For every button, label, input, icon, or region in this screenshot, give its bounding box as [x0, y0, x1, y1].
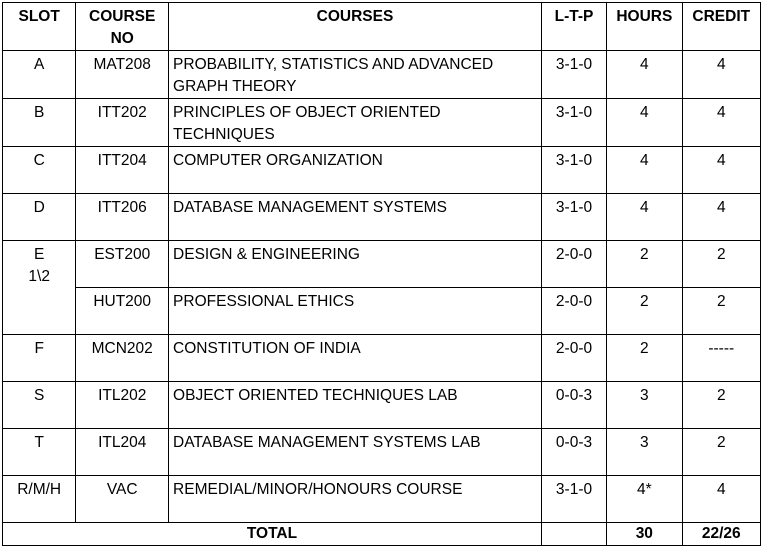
cell-course-no: ITT206	[75, 193, 170, 241]
cell-ltp: 3-1-0	[540, 475, 608, 523]
cell-hours: 3	[606, 428, 683, 476]
cell-slot: D	[1, 193, 77, 241]
cell-course: PRINCIPLES OF OBJECT ORIENTED TECHNIQUES	[168, 98, 542, 147]
cell-slot: T	[1, 428, 77, 476]
cell-credit: 4	[681, 98, 762, 147]
table-row: D ITT206 DATABASE MANAGEMENT SYSTEMS 3-1…	[1, 193, 762, 241]
cell-hours: 4	[606, 50, 683, 99]
header-credit: CREDIT	[681, 2, 762, 51]
table-row: S ITL202 OBJECT ORIENTED TECHNIQUES LAB …	[1, 381, 762, 429]
cell-slot: A	[1, 50, 77, 99]
cell-hours: 3	[606, 381, 683, 429]
table-row: T ITL204 DATABASE MANAGEMENT SYSTEMS LAB…	[1, 428, 762, 476]
cell-slot: E 1\2	[1, 240, 77, 335]
cell-ltp: 3-1-0	[540, 50, 608, 99]
cell-ltp: 2-0-0	[540, 287, 608, 335]
cell-slot: B	[1, 98, 77, 147]
cell-slot: C	[1, 146, 77, 194]
cell-ltp: 2-0-0	[540, 334, 608, 382]
header-slot: SLOT	[1, 2, 77, 51]
cell-course-no: MAT208	[75, 50, 170, 99]
cell-slot-line1: E	[34, 246, 45, 263]
cell-slot-line2: 1\2	[28, 268, 50, 285]
total-credit: 22/26	[681, 522, 762, 546]
header-course-no-line1: COURSE	[89, 8, 156, 25]
table-row: C ITT204 COMPUTER ORGANIZATION 3-1-0 4 4	[1, 146, 762, 194]
cell-credit: 4	[681, 50, 762, 99]
cell-course-no: HUT200	[75, 287, 170, 335]
header-row: SLOT COURSE NO COURSES L-T-P HOURS CREDI…	[1, 2, 762, 51]
cell-hours: 2	[606, 334, 683, 382]
table-row: E 1\2 EST200 DESIGN & ENGINEERING 2-0-0 …	[1, 240, 762, 335]
cell-course: CONSTITUTION OF INDIA	[168, 334, 542, 382]
cell-course-no: ITL202	[75, 381, 170, 429]
cell-hours: 4	[606, 193, 683, 241]
cell-course-no: MCN202	[75, 334, 170, 382]
cell-course: DATABASE MANAGEMENT SYSTEMS LAB	[168, 428, 542, 476]
table-row: R/M/H VAC REMEDIAL/MINOR/HONOURS COURSE …	[1, 475, 762, 523]
total-row: TOTAL 30 22/26	[2, 522, 762, 546]
header-hours: HOURS	[606, 2, 683, 51]
cell-ltp: 3-1-0	[540, 146, 608, 194]
cell-course: DATABASE MANAGEMENT SYSTEMS	[168, 193, 542, 241]
total-label: TOTAL	[2, 522, 542, 546]
table-row: B ITT202 PRINCIPLES OF OBJECT ORIENTED T…	[1, 98, 762, 147]
cell-hours: 2	[606, 287, 683, 335]
cell-credit: 4	[681, 475, 762, 523]
cell-slot: R/M/H	[1, 475, 77, 523]
table-row: F MCN202 CONSTITUTION OF INDIA 2-0-0 2 -…	[1, 334, 762, 382]
cell-course-no: ITT202	[75, 98, 170, 147]
cell-hours: 4	[606, 146, 683, 194]
cell-credit: 2	[681, 240, 762, 288]
header-ltp: L-T-P	[540, 2, 608, 51]
table-row: HUT200 PROFESSIONAL ETHICS 2-0-0 2 2	[3, 287, 762, 335]
table-row: A MAT208 PROBABILITY, STATISTICS AND ADV…	[1, 50, 762, 99]
cell-course: DESIGN & ENGINEERING	[168, 240, 542, 288]
cell-credit: -----	[681, 334, 762, 382]
cell-ltp: 0-0-3	[540, 381, 608, 429]
cell-course-no: ITT204	[75, 146, 170, 194]
header-course-no: COURSE NO	[75, 2, 170, 51]
cell-slot: S	[1, 381, 77, 429]
cell-credit: 4	[681, 193, 762, 241]
cell-credit: 4	[681, 146, 762, 194]
header-courses: COURSES	[168, 2, 542, 51]
cell-course: OBJECT ORIENTED TECHNIQUES LAB	[168, 381, 542, 429]
cell-ltp: 2-0-0	[540, 240, 608, 288]
cell-course: COMPUTER ORGANIZATION	[168, 146, 542, 194]
cell-credit: 2	[681, 381, 762, 429]
cell-ltp: 0-0-3	[540, 428, 608, 476]
cell-course: PROFESSIONAL ETHICS	[168, 287, 542, 335]
total-ltp-empty	[540, 522, 608, 546]
header-course-no-line2: NO	[110, 30, 134, 47]
cell-ltp: 3-1-0	[540, 193, 608, 241]
total-hours: 30	[606, 522, 683, 546]
cell-hours: 2	[606, 240, 683, 288]
cell-course: REMEDIAL/MINOR/HONOURS COURSE	[168, 475, 542, 523]
cell-credit: 2	[681, 287, 762, 335]
cell-hours: 4	[606, 98, 683, 147]
cell-ltp: 3-1-0	[540, 98, 608, 147]
cell-course-no: ITL204	[75, 428, 170, 476]
cell-slot: F	[1, 334, 77, 382]
cell-course: PROBABILITY, STATISTICS AND ADVANCED GRA…	[168, 50, 542, 99]
cell-credit: 2	[681, 428, 762, 476]
cell-hours: 4*	[606, 475, 683, 523]
cell-course-no: EST200	[75, 240, 170, 288]
cell-course-no: VAC	[75, 475, 170, 523]
